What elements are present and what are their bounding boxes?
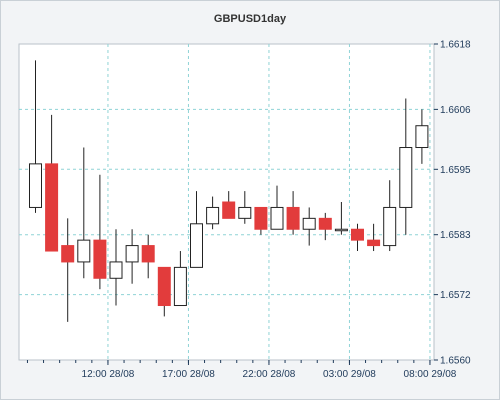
candle-body-down <box>157 266 171 307</box>
x-tick-label: 08:00 29/08 <box>404 369 457 380</box>
candle-body-down <box>61 245 75 263</box>
candle-body-up <box>190 223 203 268</box>
candle-body-down <box>222 201 236 219</box>
y-tick-label: 1.6618 <box>440 40 471 51</box>
candle-body-up <box>238 206 252 219</box>
candle-body-up <box>270 206 284 230</box>
candle-body-up <box>399 147 413 208</box>
chart-title: GBPUSD1day <box>213 13 287 25</box>
candle-body-down <box>141 245 155 263</box>
candle-body-up <box>29 163 42 208</box>
y-tick-label: 1.6595 <box>440 165 471 176</box>
x-tick-label: 12:00 28/08 <box>82 369 135 380</box>
candle-body-down <box>351 228 364 241</box>
candle-body-up <box>109 261 123 279</box>
candle-body-down <box>318 217 332 230</box>
candle-body-up <box>383 206 397 247</box>
candle-body-up <box>206 206 220 225</box>
y-axis: 1.6560 1.6572 1.6583 1.6595 1.6606 1.6618 <box>434 40 471 367</box>
candle-body-up <box>334 228 348 232</box>
candle-body-down <box>45 163 59 252</box>
x-axis: 12:00 28/08 17:00 28/08 22:00 28/08 03:00 2… <box>26 360 457 380</box>
candle-body-up <box>125 245 139 263</box>
y-tick-label: 1.6560 <box>440 356 471 367</box>
x-tick-label: 17:00 28/08 <box>162 369 215 380</box>
candle-body-down <box>367 239 381 247</box>
x-tick-label: 22:00 28/08 <box>243 369 296 380</box>
y-tick-label: 1.6606 <box>440 105 471 116</box>
gridlines <box>19 44 434 360</box>
y-tick-label: 1.6572 <box>440 290 471 301</box>
candle-body-down <box>286 206 300 230</box>
candle-body-up <box>415 125 429 149</box>
candle-body-down <box>254 206 268 230</box>
candle-body-up <box>77 239 91 263</box>
x-tick-label: 03:00 29/08 <box>323 369 376 380</box>
candle-body-down <box>93 239 107 279</box>
candle-body-up <box>302 217 316 230</box>
y-tick-label: 1.6583 <box>440 230 471 241</box>
candles <box>29 60 429 322</box>
candle-body-up <box>173 266 187 307</box>
